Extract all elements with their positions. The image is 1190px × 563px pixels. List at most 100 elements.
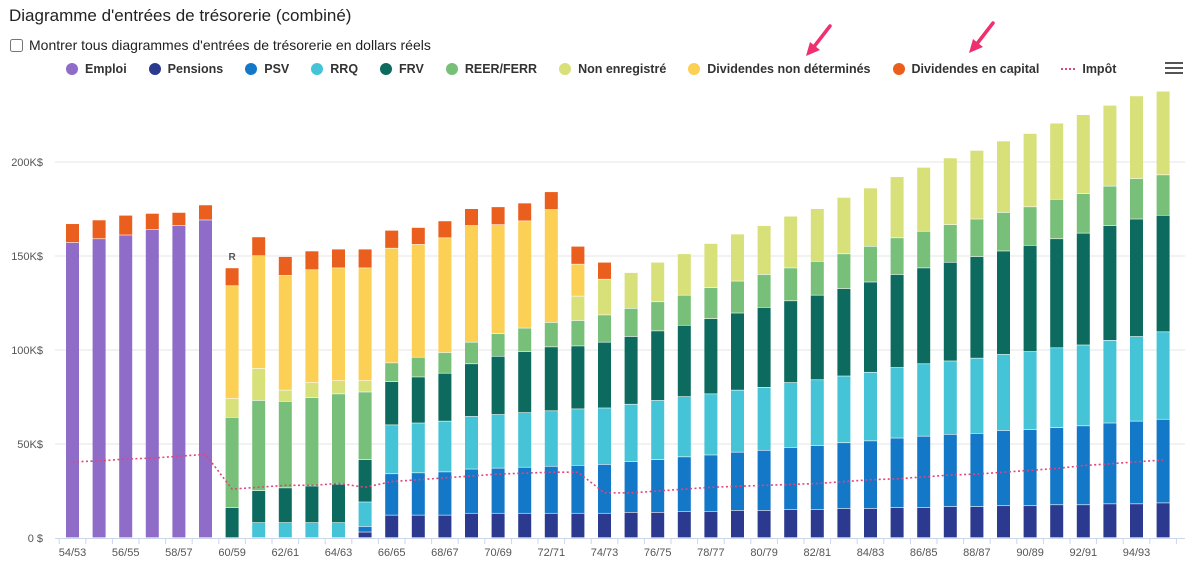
bar-segment	[1130, 504, 1143, 538]
bar-segment	[970, 506, 984, 538]
bar-segment	[1023, 351, 1037, 430]
bar-segment	[704, 318, 718, 394]
legend-item-rrq[interactable]: RRQ	[311, 62, 358, 76]
bar-segment	[837, 197, 851, 254]
bar-segment	[917, 436, 931, 508]
bar-segment	[225, 398, 239, 418]
bar-segment	[837, 254, 851, 289]
bar-segment	[810, 509, 824, 538]
legend-item-dividendes-non-determines[interactable]: Dividendes non déterminés	[688, 62, 871, 76]
bar-segment	[784, 509, 798, 538]
bar-segment	[1076, 426, 1090, 505]
bar-segment	[997, 506, 1010, 538]
bar-segment	[225, 286, 239, 399]
legend-item-frv[interactable]: FRV	[380, 62, 424, 76]
bar-segment	[411, 515, 425, 538]
legend-label-dividendes-en-capital: Dividendes en capital	[911, 62, 1040, 76]
bar-segment	[997, 430, 1010, 506]
bar-segment	[172, 225, 186, 538]
bar-segment	[784, 216, 798, 268]
bar-segment	[332, 249, 345, 268]
x-tick-label: 92/91	[1070, 547, 1098, 559]
y-tick-label: 50K$	[17, 439, 43, 451]
bar-segment	[1050, 505, 1064, 538]
bar-segment	[571, 465, 585, 513]
bar-segment	[411, 473, 425, 515]
bar-segment	[411, 423, 425, 473]
legend-item-psv[interactable]: PSV	[245, 62, 289, 76]
real-dollars-toggle[interactable]: Montrer tous diagrammes d'entrées de tré…	[9, 37, 431, 53]
bar-segment	[970, 256, 984, 358]
bar-segment	[225, 507, 239, 538]
legend-label-non-enregistre: Non enregistré	[578, 62, 667, 76]
bar-segment	[943, 434, 957, 507]
bar-segment	[92, 239, 106, 538]
bar-segment	[917, 231, 931, 268]
bar-segment	[624, 336, 638, 404]
bar-segment	[278, 275, 292, 390]
bar-segment	[970, 433, 984, 507]
bar-segment	[305, 522, 319, 538]
bar-segment	[704, 394, 718, 455]
bar-segment	[624, 308, 638, 337]
x-tick-label: 70/69	[484, 547, 512, 559]
legend-item-emploi[interactable]: Emploi	[66, 62, 127, 76]
retirement-marker-label: R	[228, 252, 236, 263]
bar-segment	[651, 331, 665, 401]
bar-segment	[1076, 233, 1090, 345]
bar-segment	[411, 377, 425, 423]
chart-legend: Emploi Pensions PSV RRQ FRV REER/FERR No…	[66, 62, 1116, 76]
legend-swatch-reer-ferr	[445, 63, 458, 75]
legend-item-impot[interactable]: Impôt	[1061, 62, 1116, 76]
legend-swatch-psv	[245, 63, 258, 75]
bar-segment	[677, 397, 691, 457]
bar-segment	[704, 455, 718, 512]
legend-item-pensions[interactable]: Pensions	[148, 62, 223, 76]
bar-segment	[332, 522, 345, 538]
bar-segment	[438, 352, 452, 373]
x-tick-label: 90/89	[1016, 547, 1044, 559]
bar-segment	[358, 268, 372, 381]
chart-menu-icon[interactable]	[1165, 60, 1183, 76]
legend-label-impot: Impôt	[1082, 62, 1117, 76]
bar-segment	[385, 248, 399, 363]
bar-segment	[518, 412, 532, 467]
bar-segment	[1103, 186, 1117, 226]
bar-segment	[1023, 429, 1037, 506]
bar-segment	[677, 254, 691, 295]
legend-swatch-frv	[380, 63, 393, 75]
bar-segment	[465, 209, 478, 226]
bar-segment	[491, 356, 505, 415]
bar-segment	[544, 466, 558, 513]
annotation-arrow-icon	[969, 21, 995, 53]
bar-segment	[1103, 423, 1117, 504]
bar-segment	[305, 251, 319, 270]
bar-segment	[731, 281, 744, 313]
bar-segment	[677, 457, 691, 512]
bar-segment	[1023, 207, 1037, 246]
legend-item-reer-ferr[interactable]: REER/FERR	[445, 62, 537, 76]
bar-segment	[890, 507, 904, 538]
bar-segment	[571, 320, 585, 346]
bar-segment	[624, 461, 638, 513]
bar-segment	[252, 491, 266, 523]
bar-segment	[757, 307, 771, 387]
bar-segment	[358, 249, 372, 268]
bar-segment	[491, 468, 505, 513]
legend-item-non-enregistre[interactable]: Non enregistré	[559, 62, 666, 76]
bar-segment	[518, 328, 532, 352]
impot-line	[72, 453, 1164, 494]
legend-label-rrq: RRQ	[330, 62, 359, 76]
bar-segment	[571, 264, 585, 296]
bar-segment	[491, 513, 505, 538]
bar-segment	[544, 411, 558, 466]
real-dollars-checkbox[interactable]	[10, 38, 23, 52]
bar-segment	[624, 512, 638, 538]
bar-segment	[1130, 336, 1143, 421]
bar-segment	[1156, 419, 1170, 503]
y-tick-label: 100K$	[11, 345, 43, 357]
bar-segment	[784, 268, 798, 301]
legend-item-dividendes-en-capital[interactable]: Dividendes en capital	[892, 62, 1040, 76]
bar-segment	[757, 225, 771, 275]
bar-segment	[278, 256, 292, 276]
